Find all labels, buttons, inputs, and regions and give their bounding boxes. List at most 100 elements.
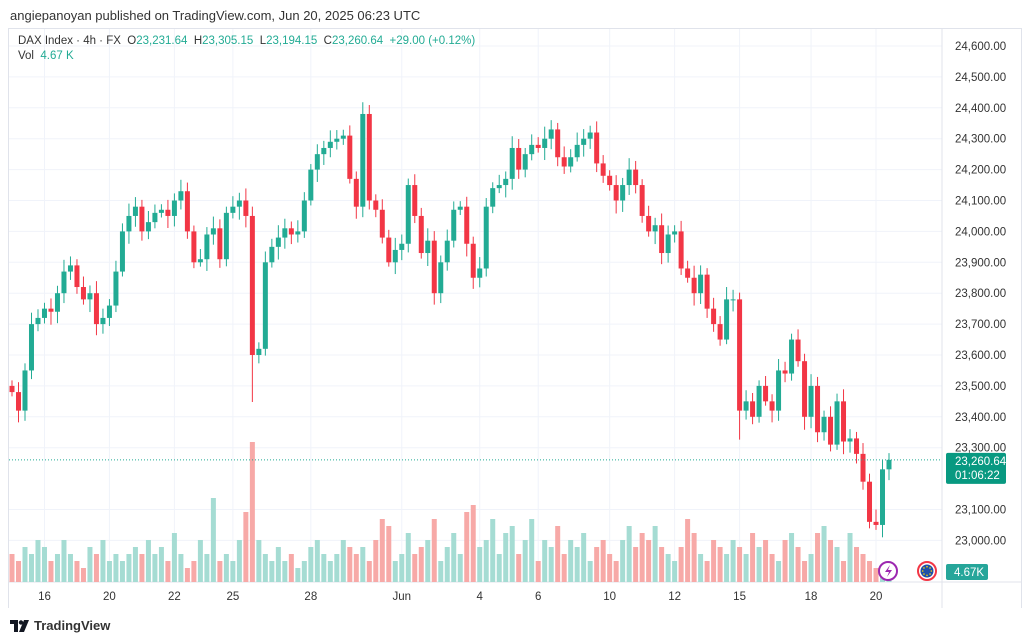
candle-body (418, 215, 424, 254)
volume-bar (841, 561, 847, 582)
price-axis-label: 23,100.00 (955, 505, 1006, 517)
candle-body (763, 385, 769, 402)
symbol-legend: DAX Index · 4h · FX O23,231.64 H23,305.1… (18, 34, 475, 64)
candle-body (15, 392, 21, 411)
volume-bar (431, 519, 437, 582)
volume-bar (126, 554, 132, 582)
volume-bar (236, 540, 242, 582)
candle-body (581, 138, 587, 145)
candle-body (860, 453, 866, 482)
volume-bar (243, 512, 249, 582)
volume-bar (366, 561, 372, 582)
eu-flag-event-icon[interactable] (917, 561, 937, 581)
candle-body (607, 175, 613, 186)
time-axis-label: 12 (668, 591, 681, 603)
candle-body (158, 209, 164, 213)
candle-body (717, 324, 723, 340)
time-axis-label: 15 (733, 591, 746, 603)
volume-bar (80, 568, 86, 582)
volume-bar (737, 547, 743, 582)
candle-body (392, 249, 398, 263)
volume-bar (405, 533, 411, 582)
volume-bar (646, 540, 652, 582)
volume-bar (178, 554, 184, 582)
volume-bar (360, 547, 366, 582)
volume-bar (672, 561, 678, 582)
candle-body (730, 299, 736, 301)
candle-body (191, 231, 197, 263)
volume-bar (282, 561, 288, 582)
price-axis-label: 24,600.00 (955, 41, 1006, 53)
volume-bar (230, 561, 236, 582)
volume-bar (418, 547, 424, 582)
candle-body (399, 243, 405, 250)
symbol-name[interactable]: DAX Index · 4h · FX (18, 35, 121, 47)
volume-bar (542, 540, 548, 582)
volume-bar (15, 561, 21, 582)
candle-body (698, 274, 704, 294)
lightning-event-icon[interactable] (878, 561, 898, 581)
volume-bar (750, 533, 756, 582)
volume-bar (704, 561, 710, 582)
volume-bar (223, 554, 229, 582)
candle-body (867, 481, 873, 522)
volume-bar (763, 540, 769, 582)
candle-body (756, 385, 762, 417)
volume-bar (548, 547, 554, 582)
price-axis-label: 24,200.00 (955, 165, 1006, 177)
volume-bar (867, 561, 873, 582)
price-tag-countdown: 01:06:22 (955, 470, 1000, 482)
candle-body (80, 287, 86, 300)
volume-bar (54, 554, 60, 582)
volume-bar (392, 561, 398, 582)
volume-bar (340, 540, 346, 582)
volume-bar (113, 554, 119, 582)
candle-body (659, 225, 665, 254)
candle-body (197, 259, 203, 263)
volume-bar (269, 561, 275, 582)
volume-bar (802, 561, 808, 582)
volume-bar (41, 547, 47, 582)
volume-bar (522, 540, 528, 582)
volume-label[interactable]: Vol (18, 50, 34, 62)
volume-bar (529, 519, 535, 582)
candle-body (646, 215, 652, 232)
candle-body (340, 135, 346, 139)
volume-bar (301, 561, 307, 582)
candle-body (171, 200, 177, 216)
candle-body (269, 246, 275, 263)
candle-body (386, 237, 392, 263)
volume-bar (808, 554, 814, 582)
candle-body (600, 163, 606, 176)
tradingview-logo[interactable]: TradingView (10, 618, 110, 633)
volume-bar (834, 547, 840, 582)
volume-bar (249, 442, 255, 582)
time-axis-label: 22 (168, 591, 181, 603)
time-axis-label: 16 (38, 591, 51, 603)
volume-bar (652, 526, 658, 582)
volume-bar (210, 498, 216, 582)
price-axis-label: 24,000.00 (955, 226, 1006, 238)
volume-bar (711, 540, 717, 582)
candle-body (249, 215, 255, 355)
footer-brand: TradingView (34, 618, 111, 633)
volume-bar (873, 568, 879, 582)
time-axis-label: 25 (226, 591, 239, 603)
volume-bar (613, 561, 619, 582)
volume-bar (477, 547, 483, 582)
candle-body (776, 370, 782, 411)
candle-body (87, 293, 93, 300)
volume-bar (568, 540, 574, 582)
volume-tag (946, 564, 988, 580)
candle-body (834, 401, 840, 445)
candle-body (295, 231, 301, 235)
volume-bar (470, 505, 476, 582)
volume-value: 4.67 K (40, 50, 74, 62)
volume-bar (496, 554, 502, 582)
volume-bar (555, 526, 561, 582)
candle-body (626, 169, 632, 186)
volume-bar (171, 533, 177, 582)
volume-bar (217, 561, 223, 582)
price-axis-label: 24,500.00 (955, 72, 1006, 84)
